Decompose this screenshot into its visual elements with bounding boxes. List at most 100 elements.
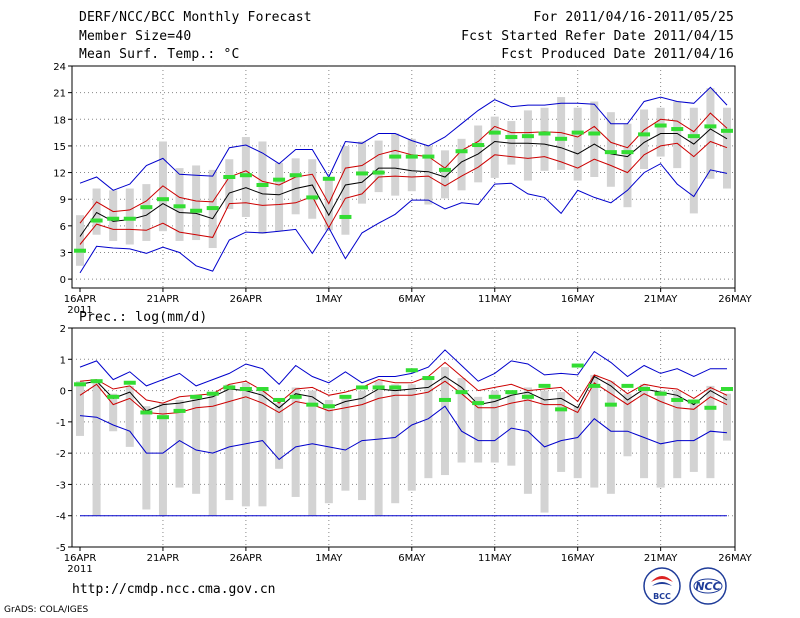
temp-max-line <box>79 86 728 191</box>
temp-observed-mark <box>256 182 269 187</box>
grads-credit: GrADS: COLA/IGES <box>4 605 89 615</box>
precip-observed-mark <box>339 394 352 399</box>
precip-observed-mark <box>488 394 501 399</box>
precip-spread-box <box>109 393 118 432</box>
member-size: Member Size=40 <box>79 29 192 44</box>
precip-variable-label: Prec.: log(mm/d) <box>79 310 208 325</box>
ncc-logo-text: NCC <box>695 580 720 593</box>
temp-observed-mark <box>322 176 335 181</box>
precip-observed-mark <box>555 407 568 412</box>
precip-spread-box <box>606 381 615 494</box>
temp-spread-box <box>673 101 682 169</box>
temp-observed-mark <box>455 149 468 154</box>
precip-ytick-label: -3 <box>56 480 66 491</box>
precip-observed-mark <box>588 383 601 388</box>
precip-panel: -5 -4 -3 -2 -1 0 1 2 16APR 21APR 26APR 1MAY 6MAY 11MA… <box>56 324 753 575</box>
precip-spread-box <box>540 390 549 513</box>
temp-observed-mark <box>107 216 120 221</box>
temp-spread-box <box>407 138 416 192</box>
temp-ytick-label: 0 <box>60 275 66 286</box>
precip-spread-box <box>440 367 449 476</box>
temp-observed-mark <box>356 171 369 176</box>
temp-observed-mark <box>173 204 186 209</box>
precip-observed-mark <box>206 391 219 396</box>
temp-ytick-label: 24 <box>53 62 66 73</box>
precip-observed-mark <box>505 390 518 395</box>
temp-xtick-label: 6MAY <box>398 294 426 305</box>
precip-xtick-label: 21MAY <box>644 553 678 564</box>
footer-url[interactable]: http://cmdp.ncc.cma.gov.cn <box>72 582 276 597</box>
temp-xtick-label: 21APR <box>147 294 180 305</box>
precip-spread-box <box>590 374 599 488</box>
precip-spread-box <box>407 384 416 491</box>
precip-observed-mark <box>107 394 120 399</box>
precip-spread-box <box>523 387 532 494</box>
precip-observed-mark <box>472 401 485 406</box>
precip-observed-mark <box>687 399 700 404</box>
temp-observed-mark <box>654 123 667 128</box>
temp-observed-mark <box>704 124 717 129</box>
temp-observed-mark <box>472 143 485 148</box>
precip-spread-box <box>374 381 383 516</box>
temp-spread-box <box>291 158 300 215</box>
temp-observed-mark <box>289 173 302 178</box>
precip-xtick-label: 16APR <box>64 553 97 564</box>
temp-mean-line <box>79 128 728 237</box>
precip-observed-mark <box>621 383 634 388</box>
precip-xtick-label: 26APR <box>230 553 263 564</box>
temp-spread-box <box>440 150 449 199</box>
precip-xtick-label: 1MAY <box>315 553 343 564</box>
precip-spread-box <box>76 381 84 436</box>
temp-spread-box <box>640 109 649 170</box>
precip-spread-box <box>640 384 649 479</box>
temp-xtick-label: 26MAY <box>718 294 752 305</box>
precip-ytick-label: -4 <box>56 512 66 523</box>
temp-spread-box <box>557 97 566 170</box>
temp-observed-mark <box>687 134 700 139</box>
temp-spread-box <box>92 188 101 235</box>
temp-observed-mark <box>671 127 684 132</box>
precip-ytick-label: 0 <box>60 387 66 398</box>
precip-min-line <box>79 405 728 461</box>
temp-spread-box <box>573 107 582 181</box>
precip-xtick-year: 2011 <box>67 564 92 575</box>
precip-spread-box <box>125 385 134 447</box>
precip-spread-box <box>723 393 731 441</box>
precip-upper-line <box>79 361 728 404</box>
precip-observed-mark <box>273 397 286 402</box>
ncc-logo: NCC <box>686 566 730 610</box>
temp-ytick-label: 12 <box>53 169 66 180</box>
precip-spread-box <box>623 393 632 457</box>
temp-observed-mark <box>123 216 136 221</box>
temp-spread-box <box>142 184 151 241</box>
temp-observed-mark <box>372 170 385 175</box>
temp-observed-mark <box>505 135 518 140</box>
precip-spread-box <box>275 403 284 469</box>
precip-xtick-label: 26MAY <box>718 553 752 564</box>
temp-observed-mark <box>140 205 153 210</box>
temp-observed-mark <box>306 195 319 200</box>
temp-spread-box <box>706 88 715 179</box>
precip-ytick-label: 2 <box>60 324 66 335</box>
precip-spread-box <box>557 392 566 472</box>
precip-observed-mark <box>638 387 651 392</box>
precip-spread-box <box>192 396 201 494</box>
temp-ytick-label: 6 <box>60 222 66 233</box>
precip-observed-mark <box>571 363 584 368</box>
precip-ytick-label: 1 <box>60 355 66 366</box>
precip-spread-box <box>241 382 250 507</box>
temp-spread-box <box>275 162 284 232</box>
precip-observed-mark <box>422 376 435 381</box>
temp-spread-box <box>490 116 499 178</box>
precip-spread-box <box>490 390 499 463</box>
temp-observed-mark <box>571 130 584 135</box>
precip-observed-mark <box>156 415 169 420</box>
temp-xtick-label: 16APR <box>64 294 97 305</box>
temp-upper-line <box>79 112 728 224</box>
precip-spread-box <box>689 399 698 472</box>
precip-observed-mark <box>90 379 103 384</box>
temp-min-line <box>79 163 728 274</box>
temp-spread-box <box>523 110 532 181</box>
temp-ytick-label: 21 <box>53 89 66 100</box>
precip-spread-box <box>474 396 483 463</box>
